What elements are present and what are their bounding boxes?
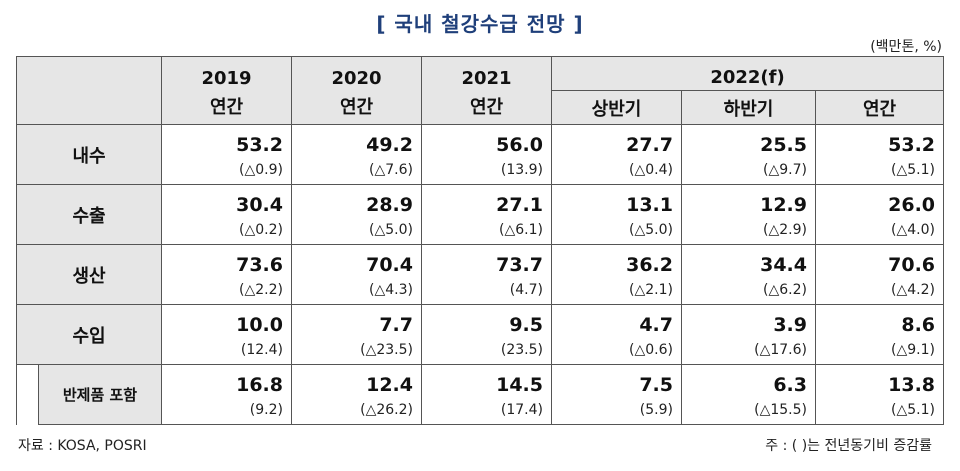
change-cell: (△26.2) — [291, 396, 422, 425]
value-cell: 7.5 — [551, 364, 682, 396]
change-cell: (△6.2) — [681, 276, 816, 305]
change-cell: (△6.1) — [421, 216, 552, 245]
value-cell: 7.7 — [291, 304, 422, 336]
table-row: (△0.9) (△7.6) (13.9) (△0.4) (△9.7) (△5.1… — [17, 156, 945, 185]
change-cell: (△4.3) — [291, 276, 422, 305]
change-cell: (9.2) — [161, 396, 292, 425]
value-cell: 73.6 — [161, 244, 292, 276]
change-cell: (△7.6) — [291, 156, 422, 185]
value-cell: 4.7 — [551, 304, 682, 336]
value-cell: 25.5 — [681, 124, 816, 156]
change-cell: (△0.6) — [551, 336, 682, 365]
unit-label: (백만톤, %) — [870, 39, 942, 55]
change-cell: (△5.0) — [551, 216, 682, 245]
value-cell: 9.5 — [421, 304, 552, 336]
table-row: 수입 10.0 7.7 9.5 4.7 3.9 8.6 — [16, 304, 945, 365]
header-annual-2020: 연간 — [291, 90, 422, 125]
value-cell: 70.4 — [291, 244, 422, 276]
table-row: (△0.2) (△5.0) (△6.1) (△5.0) (△2.9) (△4.0… — [17, 216, 945, 245]
row-label-incl-semi-finished: 반제품 포함 — [38, 364, 162, 425]
header-year-2019: 2019 — [161, 56, 292, 91]
change-cell: (12.4) — [161, 336, 292, 365]
value-cell: 8.6 — [814, 304, 945, 336]
table-row: (△2.2) (△4.3) (4.7) (△2.1) (△6.2) (△4.2) — [17, 276, 945, 305]
change-cell: (△9.1) — [814, 336, 945, 365]
value-cell: 16.8 — [161, 364, 292, 396]
header-annual-2021: 연간 — [421, 90, 552, 125]
value-cell: 27.7 — [551, 124, 682, 156]
change-cell: (△5.0) — [291, 216, 422, 245]
change-cell: (△0.4) — [551, 156, 682, 185]
change-cell: (△4.0) — [814, 216, 945, 245]
change-cell: (△0.9) — [161, 156, 292, 185]
corner-header — [16, 56, 162, 125]
value-cell: 28.9 — [291, 184, 422, 216]
table-row: 내수 53.2 49.2 56.0 27.7 25.5 53.2 — [16, 124, 945, 185]
value-cell: 30.4 — [161, 184, 292, 216]
header-year-2021: 2021 — [421, 56, 552, 91]
row-label-domestic-demand: 내수 — [16, 124, 162, 185]
change-cell: (23.5) — [421, 336, 552, 365]
change-cell: (△23.5) — [291, 336, 422, 365]
row-label-production: 생산 — [16, 244, 162, 305]
change-cell: (△9.7) — [681, 156, 816, 185]
source-note: 자료 : KOSA, POSRI — [18, 438, 147, 454]
indent-spacer — [16, 364, 39, 425]
header-annual-2022: 연간 — [814, 90, 945, 125]
value-cell: 27.1 — [421, 184, 552, 216]
value-cell: 53.2 — [814, 124, 945, 156]
change-cell: (△2.2) — [161, 276, 292, 305]
header-h2-2022: 하반기 — [681, 90, 816, 125]
table-title: [ 국내 철강수급 전망 ] — [376, 12, 584, 36]
steel-supply-table: 2019 2020 2021 2022(f) 연간 연간 연간 상반기 하반기 … — [16, 56, 945, 425]
header-year-2022f: 2022(f) — [550, 56, 945, 91]
value-cell: 10.0 — [161, 304, 292, 336]
value-cell: 53.2 — [161, 124, 292, 156]
change-cell: (17.4) — [421, 396, 552, 425]
row-label-imports: 수입 — [16, 304, 162, 365]
change-cell: (△2.9) — [681, 216, 816, 245]
change-cell: (△5.1) — [814, 396, 945, 425]
table-row: (9.2) (△26.2) (17.4) (5.9) (△15.5) (△5.1… — [17, 396, 945, 425]
change-cell: (△2.1) — [551, 276, 682, 305]
change-cell: (5.9) — [551, 396, 682, 425]
value-cell: 26.0 — [814, 184, 945, 216]
value-cell: 36.2 — [551, 244, 682, 276]
value-cell: 3.9 — [681, 304, 816, 336]
value-cell: 56.0 — [421, 124, 552, 156]
change-cell: (4.7) — [421, 276, 552, 305]
table-row: 반제품 포함 16.8 12.4 14.5 7.5 6.3 13.8 — [16, 364, 945, 425]
value-cell: 14.5 — [421, 364, 552, 396]
value-cell: 34.4 — [681, 244, 816, 276]
header-annual-2019: 연간 — [161, 90, 292, 125]
value-cell: 70.6 — [814, 244, 945, 276]
change-cell: (13.9) — [421, 156, 552, 185]
change-cell: (△0.2) — [161, 216, 292, 245]
value-cell: 13.1 — [551, 184, 682, 216]
value-cell: 13.8 — [814, 364, 945, 396]
footnote: 주 : ( )는 전년동기비 증감률 — [765, 438, 932, 454]
change-cell: (△5.1) — [814, 156, 945, 185]
change-cell: (△15.5) — [681, 396, 816, 425]
row-label-exports: 수출 — [16, 184, 162, 245]
table-row: 수출 30.4 28.9 27.1 13.1 12.9 26.0 — [16, 184, 945, 245]
value-cell: 12.9 — [681, 184, 816, 216]
value-cell: 73.7 — [421, 244, 552, 276]
change-cell: (△4.2) — [814, 276, 945, 305]
value-cell: 49.2 — [291, 124, 422, 156]
header-h1-2022: 상반기 — [551, 90, 682, 125]
change-cell: (△17.6) — [681, 336, 816, 365]
header-year-2020: 2020 — [291, 56, 422, 91]
value-cell: 6.3 — [681, 364, 816, 396]
table-row: 생산 73.6 70.4 73.7 36.2 34.4 70.6 — [16, 244, 945, 305]
value-cell: 12.4 — [291, 364, 422, 396]
